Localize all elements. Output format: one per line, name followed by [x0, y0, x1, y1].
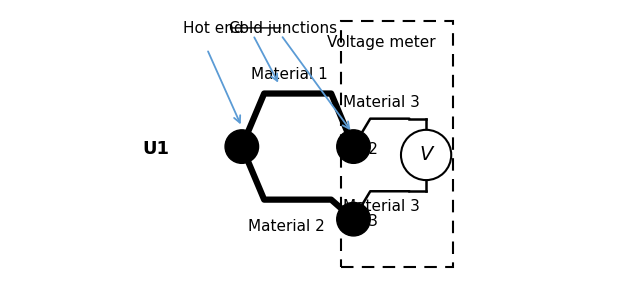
Text: V: V [419, 146, 433, 164]
Text: Cold junctions: Cold junctions [229, 21, 337, 36]
Text: U1: U1 [142, 140, 169, 158]
Circle shape [337, 202, 371, 236]
Circle shape [337, 130, 371, 163]
Text: Material 3: Material 3 [343, 199, 420, 213]
Circle shape [225, 130, 259, 163]
Text: Hot end: Hot end [183, 21, 244, 36]
Text: Material 2: Material 2 [248, 219, 325, 234]
Text: Material 3: Material 3 [343, 95, 420, 110]
Text: U3: U3 [358, 215, 379, 230]
Text: Material 1: Material 1 [251, 67, 328, 82]
Circle shape [401, 130, 451, 180]
Text: U2: U2 [358, 142, 379, 157]
Text: Voltage meter: Voltage meter [327, 35, 436, 50]
